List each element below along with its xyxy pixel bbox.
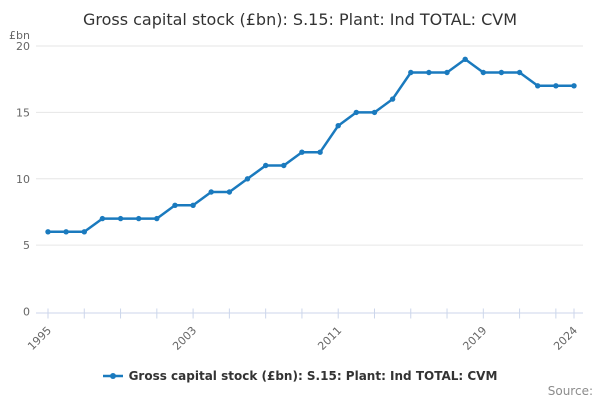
chart-title: Gross capital stock (£bn): S.15: Plant: … [82,10,518,29]
data-point-2013[interactable] [371,109,378,116]
source-text: Source: [547,384,593,398]
x-axis [36,308,583,319]
plot-area: 0 5 10 15 20 1995 2003 2011 2019 2024 [16,40,583,353]
data-point-2019[interactable] [480,69,486,76]
series-group[interactable] [45,56,577,235]
data-point-2016[interactable] [426,69,432,76]
y-axis-labels: 0 5 10 15 20 [16,40,30,319]
x-axis-labels: 1995 2003 2011 2019 2024 [25,324,580,353]
data-point-2003[interactable] [190,202,196,208]
y-axis-tick-label: 20 [16,40,30,53]
data-point-1995[interactable] [45,229,51,235]
gridlines [36,45,583,246]
data-point-2015[interactable] [408,69,414,76]
data-point-2022[interactable] [535,83,541,89]
data-point-1998[interactable] [99,215,106,222]
data-point-1996[interactable] [63,229,69,235]
data-point-2001[interactable] [154,215,160,222]
data-point-2006[interactable] [244,176,251,182]
y-axis-unit-label: £bn [9,29,30,42]
data-point-2021[interactable] [516,69,523,76]
data-point-1997[interactable] [81,229,88,235]
data-point-2012[interactable] [353,109,359,116]
series-line[interactable] [46,58,576,234]
data-point-2014[interactable] [389,96,396,102]
legend[interactable]: Gross capital stock (£bn): S.15: Plant: … [0,366,600,386]
x-axis-tick-label: 2024 [551,324,580,353]
data-point-2002[interactable] [172,202,178,208]
x-axis-tick-label: 2011 [315,324,344,353]
y-axis-tick-label: 10 [16,173,30,186]
data-point-2023[interactable] [553,83,559,89]
data-point-2020[interactable] [498,69,505,76]
data-point-2004[interactable] [208,189,214,195]
y-axis-tick-label: 15 [16,106,30,119]
data-point-2000[interactable] [136,215,142,222]
data-point-2017[interactable] [444,69,450,76]
data-point-1999[interactable] [117,215,124,222]
data-point-2007[interactable] [263,162,269,169]
y-axis-tick-label: 5 [23,239,30,252]
x-axis-tick-label: 1995 [25,324,54,353]
data-point-2008[interactable] [281,162,287,169]
data-point-2005[interactable] [226,189,233,195]
data-point-2010[interactable] [317,149,323,155]
x-axis-tick-label: 2019 [460,324,489,353]
legend-marker-icon [102,373,123,379]
data-point-2011[interactable] [335,123,341,129]
data-point-2009[interactable] [299,149,305,155]
legend-label: Gross capital stock (£bn): S.15: Plant: … [128,369,498,383]
data-point-2018[interactable] [462,56,468,62]
data-point-2024[interactable] [571,83,577,89]
y-axis-tick-label: 0 [23,306,30,319]
x-axis-tick-label: 2003 [170,324,199,353]
